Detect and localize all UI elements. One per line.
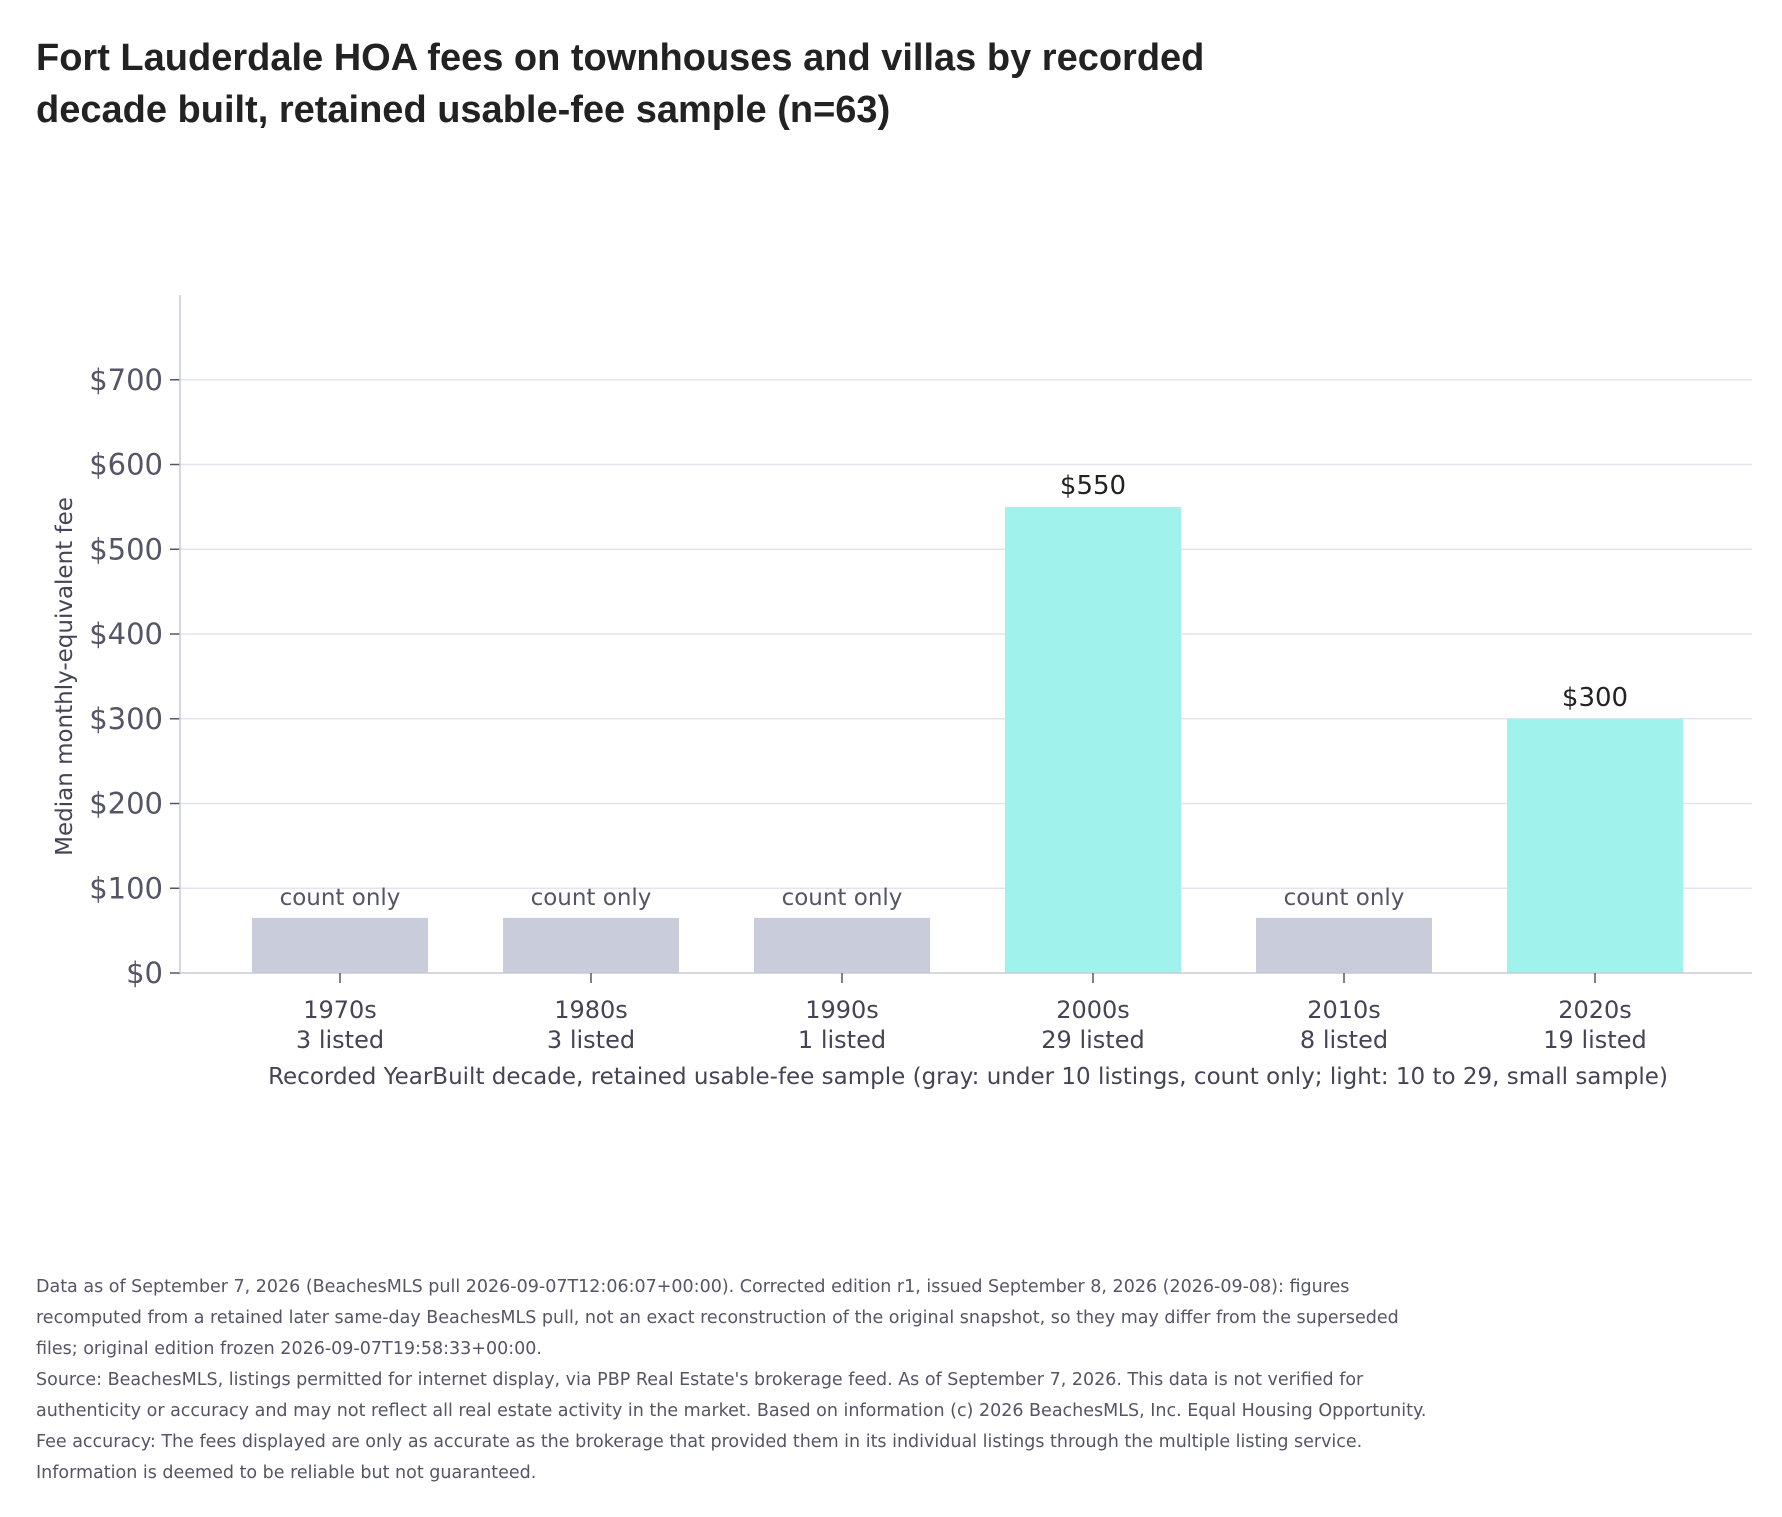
chart-title: Fort Lauderdale HOA fees on townhouses a… [36,37,1205,131]
y-tick-label: $500 [89,532,163,566]
x-tick-label: 1970s [303,996,377,1024]
y-axis-title: Median monthly-equivalent fee [52,497,78,856]
x-tick-count-label: 1 listed [798,1026,886,1054]
y-tick-label: $300 [89,702,163,736]
x-tick-label: 2000s [1056,996,1130,1024]
bar-1980s [503,917,679,973]
bar-data-label: $300 [1562,683,1628,713]
y-tick-label: $700 [89,363,163,397]
bar-data-label: count only [280,885,401,911]
bar-1970s [252,917,428,973]
x-tick-count-label: 19 listed [1543,1026,1646,1054]
x-tick-count-label: 3 listed [547,1026,635,1054]
footnote-source: Source: BeachesMLS, listings permitted f… [36,1370,1427,1483]
y-tick-label: $200 [89,787,163,821]
x-tick-count-label: 8 listed [1300,1026,1388,1054]
y-tick-label: $100 [89,871,163,905]
x-tick-count-label: 3 listed [296,1026,384,1054]
bar-data-label: count only [531,885,652,911]
bar-chart: count only count only count only $550 count … [52,295,1752,1090]
x-axis-title: Recorded YearBuilt decade, retained usab… [268,1064,1668,1090]
y-tick-label: $600 [89,448,163,482]
bars: count only count only count only $550 count … [252,471,1683,973]
x-tick-label: 1990s [805,996,879,1024]
bar-data-label: count only [1284,885,1405,911]
bar-1990s [754,917,930,973]
footnote-data-note: Data as of September 7, 2026 (BeachesMLS… [36,1277,1399,1359]
bar-2020s [1507,718,1683,973]
y-tick-label: $0 [126,956,163,990]
bar-data-label: count only [782,885,903,911]
gridlines [180,379,1752,889]
x-tick-label: 1980s [554,996,628,1024]
y-tick-label: $400 [89,617,163,651]
bar-data-label: $550 [1060,471,1126,501]
footnotes: Data as of September 7, 2026 (BeachesMLS… [36,1272,1436,1489]
bar-2010s [1256,917,1432,973]
bar-2000s [1005,506,1181,973]
x-tick-label: 2020s [1558,996,1632,1024]
x-tick-label: 2010s [1307,996,1381,1024]
x-tick-count-label: 29 listed [1041,1026,1144,1054]
